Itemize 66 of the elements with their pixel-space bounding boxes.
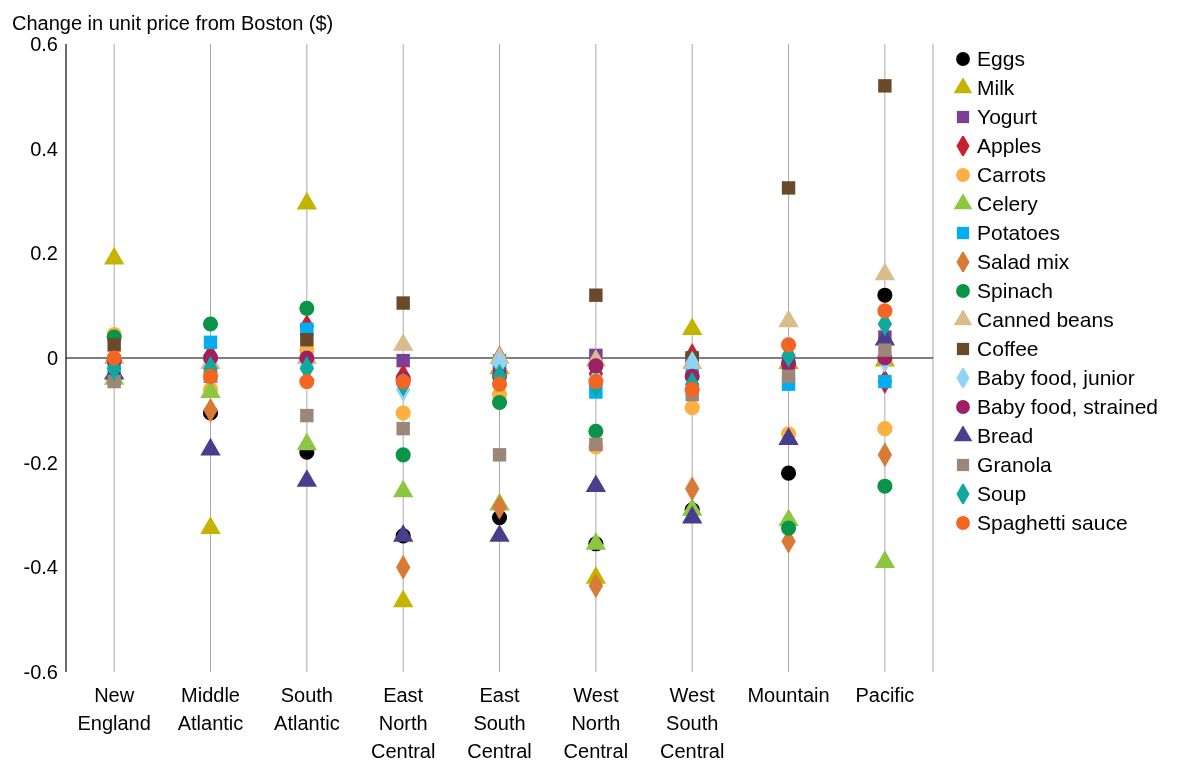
point [588, 374, 604, 390]
legend-label: Granola [977, 452, 1052, 478]
point [492, 448, 507, 462]
x-tick-label: West North Central [563, 684, 629, 762]
point [878, 374, 892, 389]
legend-label: Bread [977, 423, 1034, 449]
x-tick-label: South Atlantic [274, 684, 340, 734]
x-tick-label: Pacific [855, 684, 915, 706]
point [396, 421, 410, 436]
point [877, 303, 893, 319]
legend-label: Coffee [977, 336, 1039, 362]
point [684, 381, 700, 397]
y-tick-label: 0.4 [30, 137, 58, 160]
legend-label: Baby food, strained [977, 394, 1158, 420]
point [203, 335, 218, 350]
legend-label: Yogurt [977, 104, 1037, 130]
legend-label: Soup [977, 481, 1027, 507]
point [396, 353, 410, 368]
legend-label: Baby food, junior [977, 365, 1135, 391]
point [491, 394, 508, 411]
point [877, 478, 893, 494]
legend-label: Apples [977, 133, 1042, 159]
y-axis-title: Change in unit price from Boston ($) [12, 12, 334, 35]
legend-label: Salad mix [977, 249, 1070, 275]
point [780, 337, 797, 353]
x-tick-label: West South Central [659, 684, 725, 762]
point [107, 338, 121, 352]
point [781, 181, 796, 195]
point [780, 465, 797, 481]
point [299, 374, 315, 390]
point [780, 520, 797, 536]
point [781, 369, 796, 384]
legend-label: Carrots [977, 162, 1046, 188]
point [299, 300, 315, 316]
x-tick-label: East North Central [370, 684, 436, 762]
point [491, 376, 508, 392]
legend-label: Spaghetti sauce [977, 510, 1128, 536]
y-tick-label: -0.4 [23, 556, 58, 579]
point [396, 296, 410, 310]
point [202, 316, 219, 332]
point [588, 423, 604, 439]
y-tick-label: -0.6 [23, 661, 58, 684]
y-tick-label: 0 [46, 347, 58, 370]
point [684, 400, 700, 416]
x-tick-label: Mountain [747, 684, 830, 706]
point [589, 288, 603, 302]
x-tick-label: New England [77, 684, 151, 734]
y-tick-label: -0.2 [23, 451, 58, 474]
y-tick-label: 0.2 [30, 242, 58, 265]
point [300, 332, 314, 347]
legend-label: Potatoes [977, 220, 1060, 246]
point [878, 343, 892, 357]
legend-label: Celery [977, 191, 1038, 217]
point [878, 79, 892, 93]
legend-label: Canned beans [977, 307, 1114, 333]
point [877, 421, 893, 437]
legend-label: Spinach [977, 278, 1053, 304]
point [877, 287, 893, 303]
point [395, 447, 411, 463]
y-tick-label: 0.6 [30, 33, 58, 56]
x-tick-label: Middle Atlantic [177, 684, 244, 734]
point [395, 405, 411, 421]
legend-label: Eggs [977, 46, 1025, 72]
x-tick-label: East South Central [467, 684, 532, 762]
point [300, 408, 314, 423]
legend-label: Milk [977, 75, 1015, 101]
